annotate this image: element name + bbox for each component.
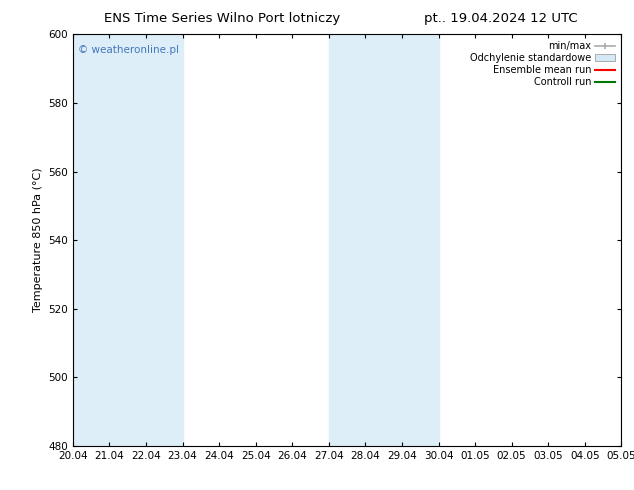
Bar bbox=[146, 34, 183, 446]
Bar bbox=[402, 34, 439, 446]
Bar bbox=[621, 34, 634, 446]
Bar bbox=[329, 34, 365, 446]
Bar bbox=[365, 34, 402, 446]
Bar bbox=[110, 34, 146, 446]
Text: ENS Time Series Wilno Port lotniczy: ENS Time Series Wilno Port lotniczy bbox=[104, 12, 340, 25]
Text: pt.. 19.04.2024 12 UTC: pt.. 19.04.2024 12 UTC bbox=[424, 12, 578, 25]
Text: © weatheronline.pl: © weatheronline.pl bbox=[79, 45, 179, 54]
Legend: min/max, Odchylenie standardowe, Ensemble mean run, Controll run: min/max, Odchylenie standardowe, Ensembl… bbox=[468, 39, 616, 89]
Y-axis label: Temperature 850 hPa (°C): Temperature 850 hPa (°C) bbox=[33, 168, 42, 313]
Bar bbox=[73, 34, 110, 446]
